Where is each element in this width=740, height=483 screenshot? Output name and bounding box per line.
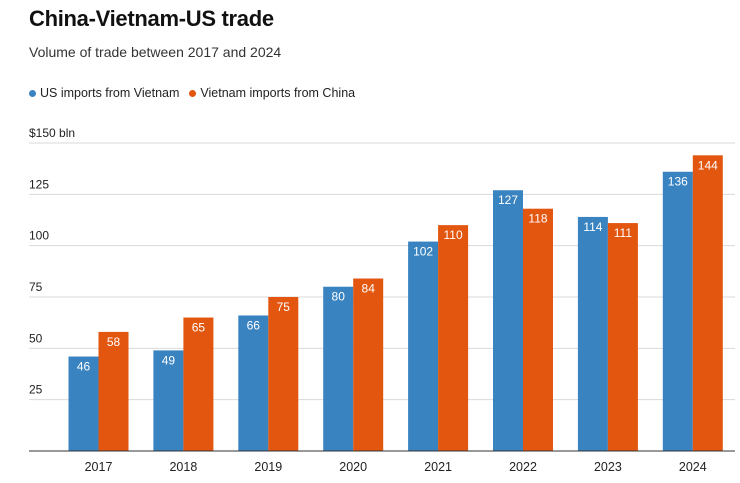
chart-subtitle: Volume of trade between 2017 and 2024 <box>29 44 282 60</box>
bar-vietnam-imports-2021 <box>438 225 469 451</box>
legend-label-vietnam-imports: Vietnam imports from China <box>200 86 356 100</box>
data-label-vietnam-imports-2021: 110 <box>444 228 463 242</box>
data-label-vietnam-imports-2019: 75 <box>277 300 291 314</box>
bar-vietnam-imports-2018 <box>183 317 214 451</box>
y-tick-label-50: 50 <box>29 331 43 345</box>
data-label-vietnam-imports-2022: 118 <box>528 212 547 226</box>
bar-us-imports-2022 <box>493 190 523 451</box>
bar-vietnam-imports-2022 <box>523 208 553 451</box>
data-label-vietnam-imports-2017: 58 <box>107 335 121 349</box>
legend-label-us-imports: US imports from Vietnam <box>40 86 180 100</box>
data-label-vietnam-imports-2020: 84 <box>362 282 376 296</box>
y-tick-label-150: $150 bln <box>29 126 75 140</box>
bar-us-imports-2021 <box>408 241 439 451</box>
bar-vietnam-imports-2019 <box>268 297 299 451</box>
y-tick-label-25: 25 <box>29 383 43 397</box>
bar-us-imports-2019 <box>238 315 269 451</box>
x-tick-label-2023: 2023 <box>594 460 622 474</box>
data-label-us-imports-2020: 80 <box>332 290 346 304</box>
x-tick-label-2019: 2019 <box>254 460 282 474</box>
chart-title: China-Vietnam-US trade <box>29 6 274 31</box>
data-label-us-imports-2021: 102 <box>413 245 433 259</box>
data-label-us-imports-2019: 66 <box>247 318 261 332</box>
y-tick-label-125: 125 <box>29 177 49 191</box>
y-tick-label-75: 75 <box>29 280 43 294</box>
x-tick-label-2021: 2021 <box>424 460 452 474</box>
data-label-vietnam-imports-2024: 144 <box>698 158 718 172</box>
legend-swatch-us-imports <box>29 89 36 97</box>
data-label-us-imports-2018: 49 <box>162 353 176 367</box>
bar-vietnam-imports-2023 <box>607 223 638 451</box>
x-tick-label-2024: 2024 <box>679 460 707 474</box>
chart-legend: US imports from Vietnam Vietnam imports … <box>29 86 365 100</box>
x-tick-label-2020: 2020 <box>339 460 367 474</box>
data-label-vietnam-imports-2018: 65 <box>192 321 206 335</box>
bar-vietnam-imports-2017 <box>98 331 129 451</box>
data-label-us-imports-2023: 114 <box>583 220 602 234</box>
bar-us-imports-2024 <box>662 171 693 451</box>
x-tick-label-2017: 2017 <box>85 460 113 474</box>
data-label-vietnam-imports-2023: 111 <box>614 226 633 240</box>
bar-vietnam-imports-2020 <box>353 278 384 451</box>
bar-us-imports-2018 <box>153 350 184 451</box>
bar-us-imports-2017 <box>68 356 99 451</box>
bar-vietnam-imports-2024 <box>692 155 723 451</box>
data-label-us-imports-2017: 46 <box>77 360 91 374</box>
data-label-us-imports-2024: 136 <box>668 175 688 189</box>
bar-us-imports-2020 <box>323 286 354 451</box>
legend-item-us-imports: US imports from Vietnam <box>29 86 179 100</box>
legend-item-vietnam-imports: Vietnam imports from China <box>189 86 355 100</box>
x-tick-label-2022: 2022 <box>509 460 537 474</box>
legend-swatch-vietnam-imports <box>189 89 197 97</box>
x-tick-label-2018: 2018 <box>169 460 197 474</box>
bar-us-imports-2023 <box>577 216 608 451</box>
y-tick-label-100: 100 <box>29 229 49 243</box>
data-label-us-imports-2022: 127 <box>498 193 518 207</box>
